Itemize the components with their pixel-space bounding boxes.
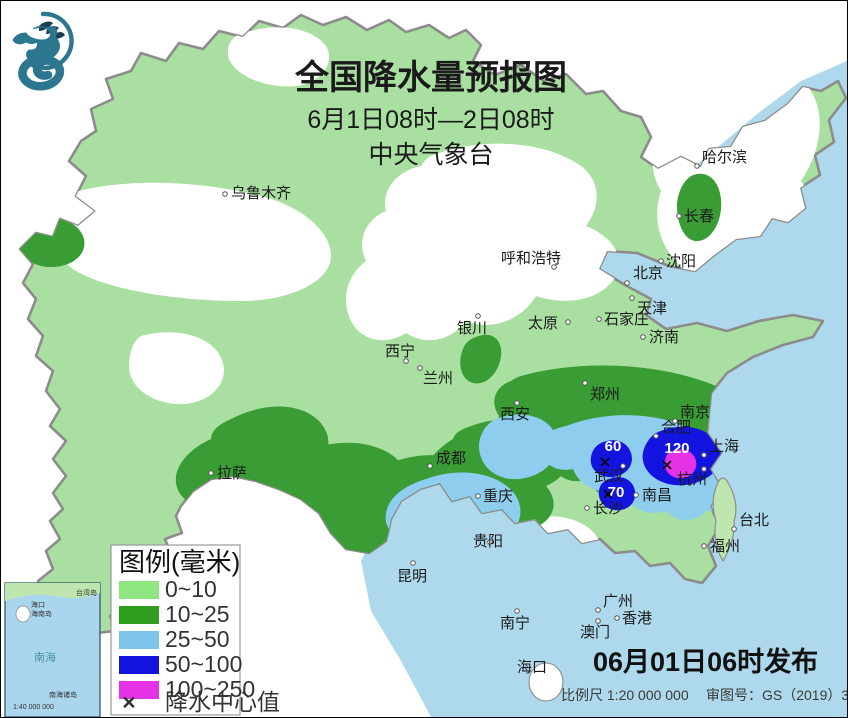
svg-text:台湾岛: 台湾岛: [76, 588, 97, 597]
svg-text:海南岛: 海南岛: [31, 609, 52, 618]
svg-text:长春: 长春: [684, 208, 714, 225]
svg-text:06月01日06时发布: 06月01日06时发布: [593, 646, 818, 677]
svg-text:×: ×: [122, 689, 135, 715]
svg-text:0~10: 0~10: [165, 576, 217, 602]
svg-text:南昌: 南昌: [642, 487, 672, 504]
svg-text:台北: 台北: [739, 512, 769, 529]
svg-text:南海: 南海: [34, 650, 56, 664]
svg-text:比例尺 1:20 000 000: 比例尺 1:20 000 000: [561, 687, 689, 703]
svg-text:南宁: 南宁: [500, 615, 530, 632]
svg-text:杭州: 杭州: [677, 471, 707, 488]
svg-text:中央气象台: 中央气象台: [368, 141, 493, 169]
svg-text:贵阳: 贵阳: [473, 533, 503, 550]
svg-text:上海: 上海: [709, 438, 739, 455]
svg-text:昆明: 昆明: [397, 568, 427, 585]
svg-text:海口: 海口: [31, 600, 45, 609]
svg-text:海口: 海口: [517, 659, 547, 676]
svg-text:乌鲁木齐: 乌鲁木齐: [231, 185, 291, 202]
svg-text:成都: 成都: [436, 450, 466, 467]
svg-text:拉萨: 拉萨: [217, 465, 247, 482]
svg-text:25~50: 25~50: [165, 626, 230, 652]
svg-text:沈阳: 沈阳: [666, 253, 696, 270]
svg-text:银川: 银川: [457, 320, 487, 337]
svg-text:南京: 南京: [680, 404, 710, 421]
svg-text:重庆: 重庆: [483, 488, 513, 505]
svg-text:呼和浩特: 呼和浩特: [501, 250, 561, 267]
svg-text:福州: 福州: [710, 538, 740, 555]
svg-text:济南: 济南: [649, 329, 679, 346]
svg-text:全国降水量预报图: 全国降水量预报图: [294, 58, 567, 97]
svg-text:郑州: 郑州: [590, 386, 620, 403]
svg-text:西安: 西安: [500, 406, 530, 423]
svg-text:6月1日08时—2日08时: 6月1日08时—2日08时: [307, 106, 554, 134]
svg-text:太原: 太原: [528, 315, 558, 332]
svg-text:澳门: 澳门: [580, 624, 610, 641]
svg-text:10~25: 10~25: [165, 601, 230, 627]
svg-text:图例(毫米): 图例(毫米): [119, 547, 240, 577]
svg-text:50~100: 50~100: [165, 651, 242, 677]
svg-text:长沙: 长沙: [593, 500, 623, 517]
svg-text:降水中心值: 降水中心值: [165, 689, 280, 715]
svg-text:天津: 天津: [637, 300, 667, 317]
svg-text:1:40 000 000: 1:40 000 000: [13, 704, 54, 711]
svg-text:西宁: 西宁: [385, 343, 415, 360]
svg-text:60: 60: [605, 438, 622, 455]
svg-text:香港: 香港: [622, 610, 652, 627]
svg-text:审图号：GS（2019）3082号: 审图号：GS（2019）3082号: [706, 687, 847, 703]
svg-text:武汉: 武汉: [594, 468, 624, 485]
svg-text:哈尔滨: 哈尔滨: [702, 149, 747, 166]
svg-text:北京: 北京: [633, 265, 663, 282]
svg-text:广州: 广州: [603, 593, 633, 610]
svg-text:兰州: 兰州: [423, 370, 453, 387]
svg-text:120: 120: [664, 440, 689, 457]
svg-text:南海诸岛: 南海诸岛: [49, 690, 77, 699]
